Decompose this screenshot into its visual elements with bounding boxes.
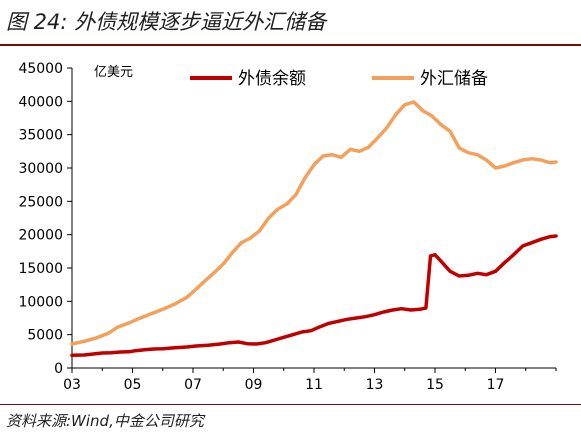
y-axis-ticks: 0 5000 10000 15000 20000 25000 30000 35000 40000…: [18, 61, 72, 377]
x-tick-label: 03: [63, 377, 81, 393]
x-tick-label: 11: [305, 377, 323, 393]
legend-label: 外汇储备: [420, 69, 488, 89]
y-tick-label: 15000: [18, 261, 63, 277]
y-tick-label: 0: [54, 361, 63, 377]
chart-legend: 外债余额 外汇储备: [190, 69, 488, 89]
chart-title: 图 24: 外债规模逐步逼近外汇储备: [6, 10, 327, 34]
x-tick-label: 15: [426, 377, 444, 393]
x-axis-ticks: 03 05 07 09 11 13 15 17: [63, 368, 557, 393]
title-divider: [0, 44, 581, 46]
y-tick-label: 30000: [18, 161, 63, 177]
y-tick-label: 35000: [18, 128, 63, 144]
y-tick-label: 5000: [27, 328, 63, 344]
y-tick-label: 20000: [18, 228, 63, 244]
x-tick-label: 09: [245, 377, 263, 393]
x-tick-label: 13: [366, 377, 384, 393]
x-tick-label: 17: [487, 377, 505, 393]
y-tick-label: 40000: [18, 94, 63, 110]
y-tick-label: 25000: [18, 194, 63, 210]
source-divider: [0, 404, 581, 405]
x-tick-label: 07: [184, 377, 202, 393]
y-tick-label: 45000: [18, 61, 63, 77]
x-tick-label: 05: [124, 377, 142, 393]
chart-series: [70, 100, 558, 358]
y-tick-label: 10000: [18, 294, 63, 310]
series-line-external-debt: [70, 234, 558, 358]
source-note: 资料来源:Wind,中金公司研究: [6, 412, 204, 430]
chart-axes: [71, 68, 556, 369]
legend-label: 外债余额: [238, 69, 306, 89]
y-axis-unit-label: 亿美元: [94, 65, 133, 80]
series-line-fx-reserves: [70, 100, 558, 346]
line-chart: 0 5000 10000 15000 20000 25000 30000 35000 40000…: [18, 61, 558, 393]
